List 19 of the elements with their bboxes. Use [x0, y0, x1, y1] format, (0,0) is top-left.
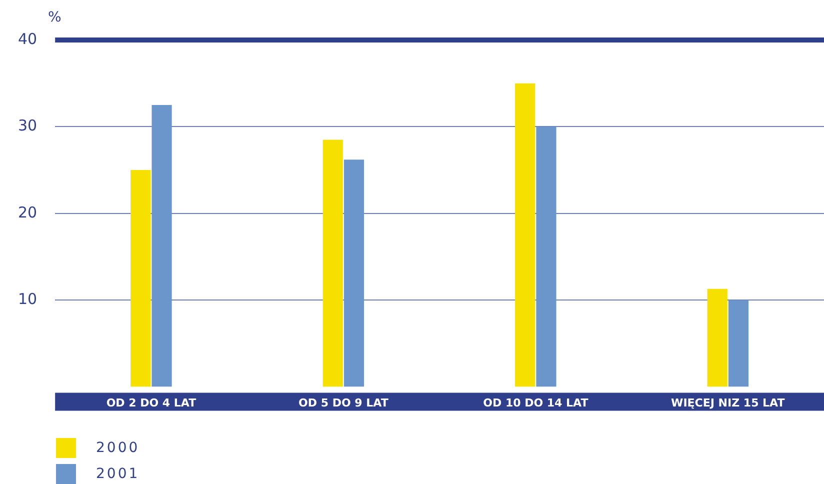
legend-label: 2000: [96, 440, 140, 456]
y-tick-label: 20: [18, 203, 38, 222]
x-tick-label: OD 2 DO 4 LAT: [106, 396, 197, 410]
bar: [152, 105, 172, 387]
bar: [130, 170, 151, 387]
y-tick-label: 10: [18, 290, 38, 308]
bar: [728, 300, 749, 387]
bar: [515, 83, 536, 387]
y-tick-label: 30: [18, 116, 38, 135]
bar: [707, 288, 728, 387]
y-tick-label: 40: [18, 30, 38, 48]
y-axis-title: %: [48, 10, 62, 26]
bar: [344, 160, 364, 387]
x-tick-label: OD 5 DO 9 LAT: [298, 396, 389, 410]
bar: [322, 140, 343, 387]
x-tick-label: WIĘCEJ NIZ 15 LAT: [671, 396, 786, 410]
x-tick-label: OD 10 DO 14 LAT: [483, 396, 589, 410]
legend-label: 2001: [96, 466, 140, 482]
bar: [536, 126, 556, 387]
